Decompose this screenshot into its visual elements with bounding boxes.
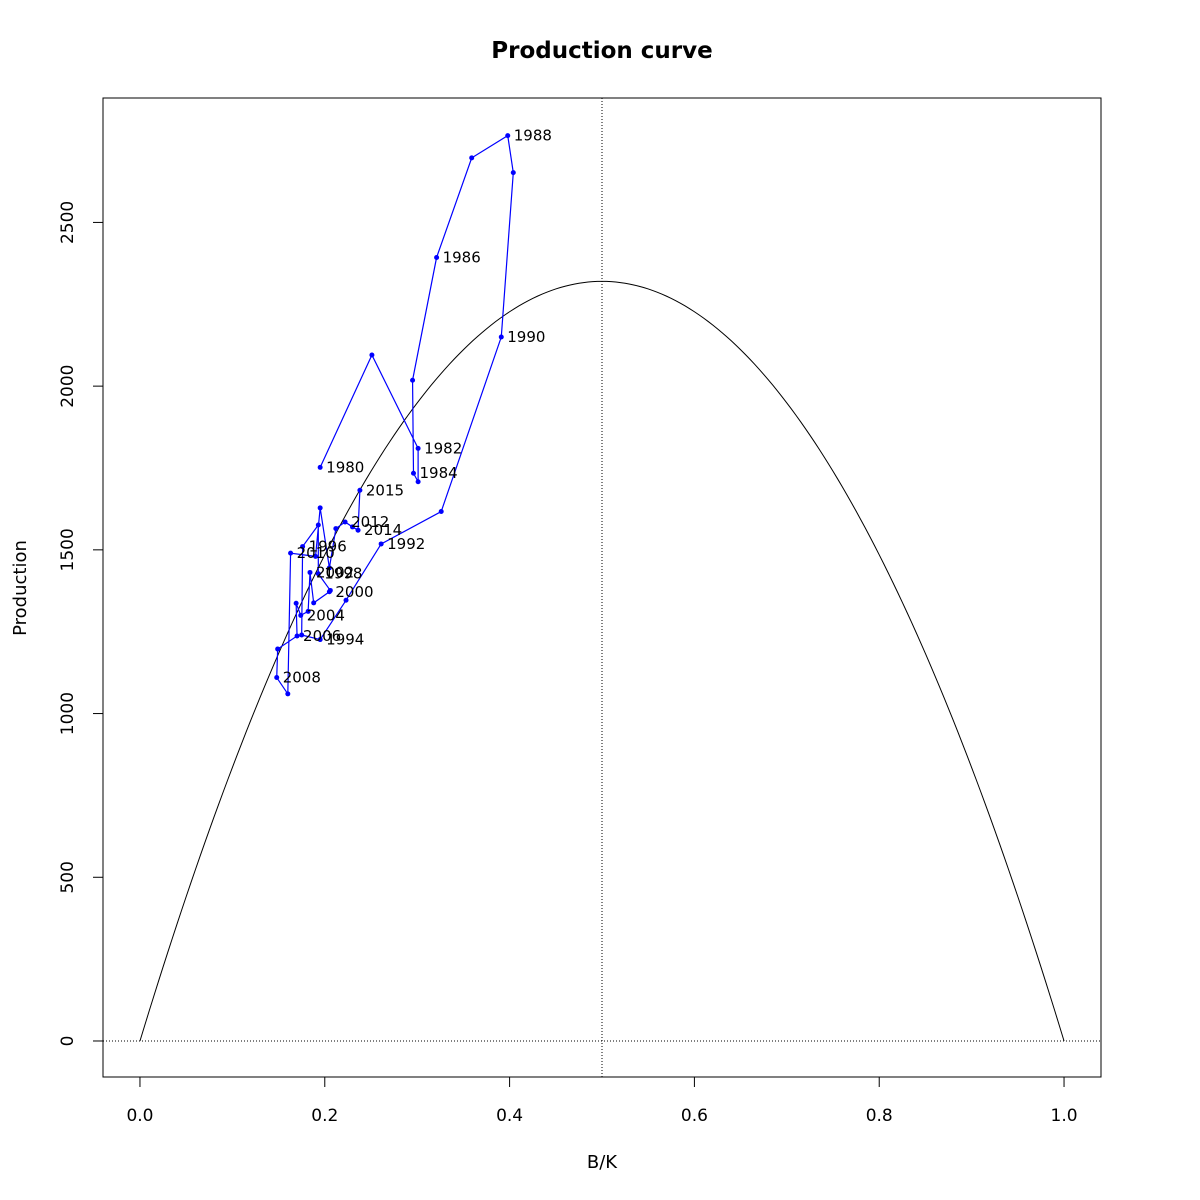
point-label: 2000 — [335, 583, 373, 601]
y-tick-label: 0 — [58, 1036, 78, 1047]
data-point — [415, 445, 421, 451]
data-point — [275, 646, 281, 652]
data-point — [293, 600, 299, 606]
data-point — [305, 608, 311, 614]
point-label: 2004 — [307, 606, 345, 624]
data-point — [315, 571, 321, 577]
x-axis: 0.0 0.2 0.4 0.6 0.8 1.0 — [126, 1076, 1078, 1126]
data-point — [510, 170, 516, 176]
point-label: 2008 — [283, 669, 321, 687]
data-point — [505, 133, 511, 139]
data-point — [410, 377, 416, 383]
x-axis-label: B/K — [587, 1152, 618, 1173]
data-point — [311, 600, 317, 606]
data-point — [343, 597, 349, 603]
data-point — [274, 675, 280, 681]
data-point — [410, 470, 416, 476]
data-point — [469, 155, 475, 161]
data-point — [369, 352, 375, 358]
point-label: 2012 — [351, 513, 389, 531]
data-point — [294, 633, 300, 639]
point-label: 1986 — [443, 248, 481, 266]
y-tick-label: 2000 — [58, 365, 78, 408]
point-label: 1980 — [326, 458, 364, 476]
data-point — [355, 527, 361, 533]
x-tick-label: 1.0 — [1051, 1106, 1078, 1126]
point-label: 1998 — [324, 565, 362, 583]
data-point — [299, 632, 305, 638]
point-label: 2010 — [297, 544, 335, 562]
data-point — [434, 254, 440, 260]
point-label: 2015 — [366, 481, 404, 499]
data-point — [498, 334, 504, 340]
point-label: 1982 — [424, 439, 462, 457]
data-point — [307, 569, 313, 575]
data-point — [285, 691, 291, 697]
model-curve-group — [139, 280, 1065, 1042]
data-point — [326, 565, 332, 571]
model-production-curve — [139, 280, 1065, 1042]
x-tick-label: 0.2 — [311, 1106, 338, 1126]
data-point — [298, 612, 304, 618]
point-label: 2006 — [303, 627, 341, 645]
y-axis: 0 500 1000 1500 2000 2500 — [58, 201, 104, 1047]
data-point — [438, 509, 444, 515]
data-point — [315, 522, 321, 528]
data-point — [317, 505, 323, 511]
y-tick-label: 1000 — [58, 692, 78, 735]
point-label: 1992 — [387, 535, 425, 553]
series-group — [274, 133, 516, 697]
point-label: 1988 — [514, 127, 552, 145]
point-label: 2014 — [364, 521, 402, 539]
point-label: 1994 — [326, 631, 364, 649]
data-point — [350, 524, 355, 530]
y-tick-label: 500 — [58, 861, 78, 893]
data-point — [300, 544, 306, 550]
y-tick-label: 1500 — [58, 528, 78, 571]
data-point — [326, 589, 332, 595]
point-label: 1996 — [309, 538, 347, 556]
x-tick-label: 0.0 — [126, 1106, 153, 1126]
data-point — [342, 519, 348, 525]
data-point — [313, 553, 319, 559]
data-point — [288, 550, 294, 556]
data-point — [317, 464, 323, 470]
data-point — [415, 479, 421, 485]
point-label: 2002 — [316, 563, 354, 581]
point-label: 1990 — [507, 328, 545, 346]
chart-title: Production curve — [491, 38, 712, 64]
data-point — [378, 541, 384, 547]
x-tick-label: 0.4 — [496, 1106, 523, 1126]
data-point — [357, 487, 363, 493]
data-point — [333, 526, 339, 532]
data-point — [317, 637, 323, 643]
y-tick-label: 2500 — [58, 201, 78, 244]
x-tick-label: 0.8 — [866, 1106, 893, 1126]
y-axis-label: Production — [10, 540, 31, 636]
reference-lines — [103, 98, 1101, 1077]
point-label: 1984 — [419, 464, 457, 482]
point-labels-group: 1980 1982 1984 1986 1988 1990 1992 1994 1996 1998… — [283, 127, 552, 687]
x-tick-label: 0.6 — [681, 1106, 708, 1126]
